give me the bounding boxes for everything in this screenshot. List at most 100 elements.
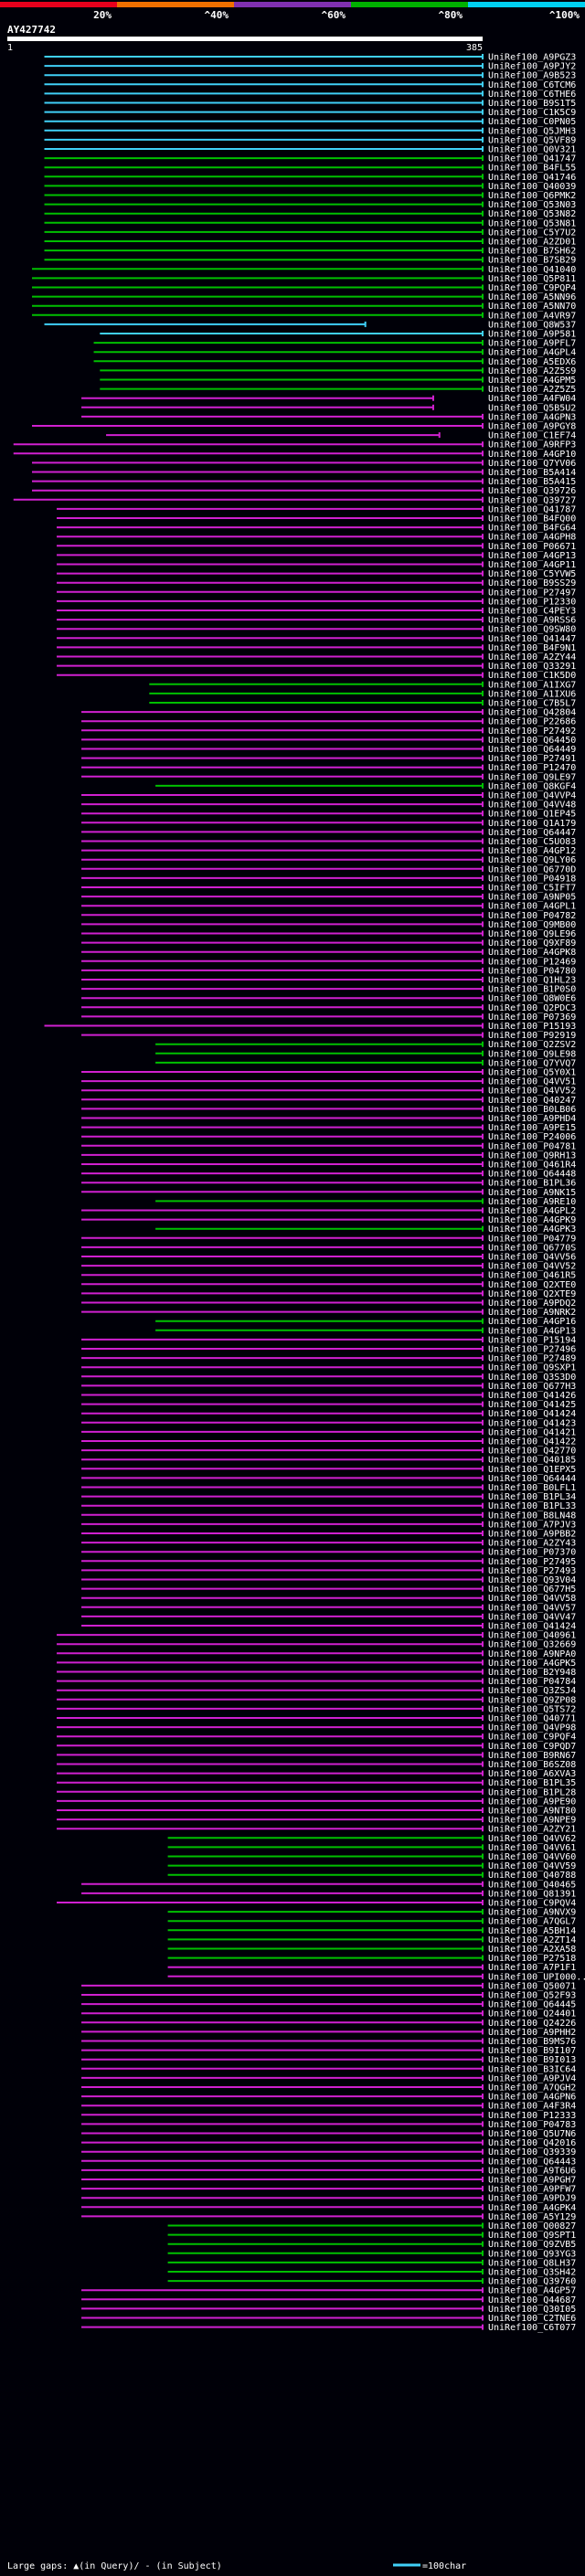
hit-row[interactable]: UniRef100_Q5TS72 <box>57 1704 576 1714</box>
hit-row[interactable]: UniRef100_Q8W537 <box>44 320 577 330</box>
hit-row[interactable]: UniRef100_C5UO83 <box>81 837 576 847</box>
hit-label[interactable]: UniRef100_A4GP16 <box>488 1317 576 1327</box>
hit-label[interactable]: UniRef100_P27496 <box>488 1345 576 1355</box>
hit-label[interactable]: UniRef100_Q9LY06 <box>488 855 576 865</box>
hit-label[interactable]: UniRef100_P06671 <box>488 542 576 552</box>
hit-row[interactable]: UniRef100_Q81391 <box>81 1889 576 1899</box>
hit-row[interactable]: UniRef100_Q41746 <box>44 173 577 183</box>
hit-label[interactable]: UniRef100_A7PJV3 <box>488 1520 576 1530</box>
hit-label[interactable]: UniRef100_A6XVA3 <box>488 1769 576 1779</box>
hit-label[interactable]: UniRef100_P27495 <box>488 1557 576 1567</box>
hit-row[interactable]: UniRef100_A9PE90 <box>57 1797 576 1807</box>
hit-label[interactable]: UniRef100_A4GP12 <box>488 846 576 856</box>
hit-row[interactable]: UniRef100_Q40039 <box>44 182 577 192</box>
hit-row[interactable]: UniRef100_A9PBB2 <box>81 1530 576 1540</box>
hit-label[interactable]: UniRef100_B1PL35 <box>488 1778 576 1788</box>
hit-row[interactable]: UniRef100_Q40771 <box>57 1714 576 1724</box>
hit-row[interactable]: UniRef100_B3IC64 <box>81 2064 576 2074</box>
hit-row[interactable]: UniRef100_B6SZ08 <box>57 1760 576 1770</box>
hit-row[interactable]: UniRef100_A4GPN3 <box>81 412 576 422</box>
hit-label[interactable]: UniRef100_B1PL33 <box>488 1501 576 1511</box>
hit-row[interactable]: UniRef100_B1PL33 <box>81 1501 576 1511</box>
hit-label[interactable]: UniRef100_P04783 <box>488 2120 576 2130</box>
hit-label[interactable]: UniRef100_B4FQ00 <box>488 514 576 525</box>
hit-row[interactable]: UniRef100_Q9LE97 <box>81 772 576 782</box>
hit-label[interactable]: UniRef100_B7SB29 <box>488 256 576 266</box>
hit-row[interactable]: UniRef100_A9RE10 <box>155 1197 576 1207</box>
hit-row[interactable]: UniRef100_A4GPL2 <box>81 1206 576 1216</box>
hit-row[interactable]: UniRef100_A9NPA0 <box>57 1649 576 1659</box>
hit-label[interactable]: UniRef100_A9RFP3 <box>488 440 576 451</box>
hit-row[interactable]: UniRef100_Q41422 <box>81 1437 576 1447</box>
hit-row[interactable]: UniRef100_A4F3R4 <box>81 2102 576 2112</box>
hit-label[interactable]: UniRef100_B9SS29 <box>488 578 576 588</box>
hit-row[interactable]: UniRef100_Q6770S <box>81 1243 576 1253</box>
hit-label[interactable]: UniRef100_Q9MB00 <box>488 920 576 930</box>
hit-row[interactable]: UniRef100_Q9MB00 <box>81 920 576 930</box>
hit-row[interactable]: UniRef100_A5Y129 <box>81 2212 576 2222</box>
hit-label[interactable]: UniRef100_Q41423 <box>488 1418 576 1428</box>
hit-row[interactable]: UniRef100_Q6770D <box>81 864 576 875</box>
hit-label[interactable]: UniRef100_A9PGH7 <box>488 2176 576 2186</box>
hit-label[interactable]: UniRef100_P27491 <box>488 754 576 764</box>
hit-row[interactable]: UniRef100_P04780 <box>81 966 576 976</box>
hit-label[interactable]: UniRef100_Q677H3 <box>488 1382 576 1392</box>
hit-row[interactable]: UniRef100_Q53N82 <box>44 209 577 219</box>
hit-row[interactable]: UniRef100_Q3SH42 <box>167 2268 577 2278</box>
hit-label[interactable]: UniRef100_Q24226 <box>488 2019 576 2029</box>
hit-label[interactable]: UniRef100_Q9LE97 <box>488 772 576 782</box>
hit-label[interactable]: UniRef100_C5UO83 <box>488 837 576 847</box>
hit-label[interactable]: UniRef100_Q39339 <box>488 2147 576 2157</box>
hit-row[interactable]: UniRef100_Q9SPT1 <box>167 2231 577 2241</box>
hit-label[interactable]: UniRef100_Q64449 <box>488 745 576 755</box>
hit-row[interactable]: UniRef100_A6XVA3 <box>57 1769 576 1779</box>
hit-label[interactable]: UniRef100_Q40771 <box>488 1714 576 1724</box>
hit-row[interactable]: UniRef100_P92919 <box>81 1031 576 1041</box>
hit-label[interactable]: UniRef100_Q4VV59 <box>488 1861 576 1871</box>
hit-label[interactable]: UniRef100_B9I107 <box>488 2046 576 2056</box>
hit-row[interactable]: UniRef100_A9RFP3 <box>13 440 577 451</box>
hit-label[interactable]: UniRef100_Q5P811 <box>488 274 576 284</box>
hit-label[interactable]: UniRef100_Q4VVP4 <box>488 791 576 801</box>
hit-label[interactable]: UniRef100_Q41447 <box>488 634 576 644</box>
hit-label[interactable]: UniRef100_P92919 <box>488 1031 576 1041</box>
hit-row[interactable]: UniRef100_Q53N03 <box>44 200 577 210</box>
hit-label[interactable]: UniRef100_B9S1T5 <box>488 99 576 109</box>
hit-label[interactable]: UniRef100_P04780 <box>488 966 576 976</box>
hit-label[interactable]: UniRef100_A4GPN3 <box>488 412 576 422</box>
hit-label[interactable]: UniRef100_Q93V04 <box>488 1575 576 1585</box>
hit-row[interactable]: UniRef100_P06671 <box>57 542 576 552</box>
hit-label[interactable]: UniRef100_A9PE90 <box>488 1797 576 1807</box>
hit-label[interactable]: UniRef100_Q30I05 <box>488 2305 576 2315</box>
hit-row[interactable]: UniRef100_Q9LE98 <box>155 1049 576 1059</box>
hit-row[interactable]: UniRef100_P04781 <box>81 1141 576 1151</box>
hit-label[interactable]: UniRef100_Q41787 <box>488 504 576 514</box>
hit-label[interactable]: UniRef100_Q53N03 <box>488 200 576 210</box>
hit-row[interactable]: UniRef100_P15193 <box>44 1022 577 1032</box>
hit-label[interactable]: UniRef100_A4GPK9 <box>488 1215 576 1225</box>
hit-row[interactable]: UniRef100_A4GP16 <box>155 1317 576 1327</box>
hit-row[interactable]: UniRef100_C9PQF4 <box>57 1733 576 1743</box>
hit-label[interactable]: UniRef100_B1PL34 <box>488 1492 576 1502</box>
hit-row[interactable]: UniRef100_Q461R4 <box>81 1161 576 1171</box>
hit-label[interactable]: UniRef100_A9PHD4 <box>488 1114 576 1124</box>
hit-label[interactable]: UniRef100_Q4VV51 <box>488 1077 576 1087</box>
hit-label[interactable]: UniRef100_Q52F93 <box>488 1991 576 2001</box>
hit-row[interactable]: UniRef100_Q41424 <box>81 1409 576 1419</box>
hit-row[interactable]: UniRef100_P04784 <box>57 1677 576 1687</box>
hit-row[interactable]: UniRef100_B2Y948 <box>57 1668 576 1678</box>
hit-label[interactable]: UniRef100_A9P581 <box>488 330 576 340</box>
hit-label[interactable]: UniRef100_A4VR97 <box>488 311 576 321</box>
hit-label[interactable]: UniRef100_P27493 <box>488 1566 576 1576</box>
hit-label[interactable]: UniRef100_Q3S3D0 <box>488 1373 576 1383</box>
hit-row[interactable]: UniRef100_A9B523 <box>44 71 577 81</box>
hit-label[interactable]: UniRef100_Q5U7N6 <box>488 2129 576 2139</box>
hit-label[interactable]: UniRef100_P15194 <box>488 1335 576 1345</box>
hit-row[interactable]: UniRef100_Q40961 <box>57 1631 576 1641</box>
hit-row[interactable]: UniRef100_Q00827 <box>167 2221 577 2231</box>
hit-label[interactable]: UniRef100_Q4VV61 <box>488 1843 576 1853</box>
hit-label[interactable]: UniRef100_Q4VV62 <box>488 1834 576 1844</box>
hit-row[interactable]: UniRef100_Q39726 <box>32 486 576 496</box>
hit-row[interactable]: UniRef100_A2ZY44 <box>57 652 576 663</box>
hit-row[interactable]: UniRef100_C9PQD7 <box>57 1742 576 1752</box>
